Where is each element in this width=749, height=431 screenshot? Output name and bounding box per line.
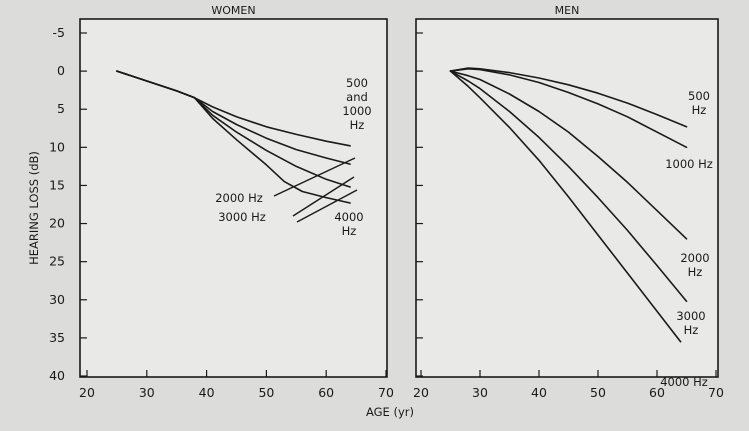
series-label: 3000 Hz	[218, 210, 266, 224]
series-label: 2000 Hz	[215, 191, 263, 205]
y-tick-label: 20	[49, 216, 65, 231]
y-tick-label: 0	[57, 63, 65, 78]
series-label-line: Hz	[692, 103, 707, 117]
x-tick-label: 70	[378, 385, 394, 400]
series-label: 1000 Hz	[665, 157, 713, 171]
series-label-line: 3000 Hz	[218, 210, 266, 224]
y-tick-label: 40	[49, 368, 65, 383]
series-label: 3000 Hz	[676, 309, 705, 337]
series-line-2	[449, 70, 688, 240]
y-tick-label: 35	[49, 330, 65, 345]
x-tick-label: 40	[199, 385, 215, 400]
x-tick-label: 20	[79, 385, 95, 400]
x-tick-label: 50	[258, 385, 274, 400]
series-label-line: Hz	[688, 265, 703, 279]
x-tick-label: 30	[472, 385, 488, 400]
series-label-line: Hz	[350, 118, 365, 132]
series-label-line: 500	[346, 76, 368, 90]
series-line-3	[449, 70, 688, 303]
x-tick-label: 60	[318, 385, 334, 400]
y-tick-label: 30	[49, 292, 65, 307]
series-label-line: 1000	[342, 104, 371, 118]
series-label: 2000 Hz	[680, 251, 709, 279]
series-line-4	[449, 70, 682, 343]
panel-title-1: MEN	[555, 4, 580, 17]
panel-frame-1	[415, 18, 719, 378]
series-label-line: 4000	[334, 210, 363, 224]
series-label-line: 2000	[680, 251, 709, 265]
series-label-line: 4000 Hz	[660, 375, 708, 389]
y-axis-label: HEARING LOSS (dB)	[27, 151, 41, 265]
x-tick-label: 20	[413, 385, 429, 400]
series-label-line: and	[346, 90, 368, 104]
series-label-line: 2000 Hz	[215, 191, 263, 205]
panel-title-0: WOMEN	[211, 4, 255, 17]
series-label-line: 500	[688, 89, 710, 103]
y-tick-label: 15	[49, 177, 65, 192]
series-label: 4000 Hz	[660, 375, 708, 389]
series-label: 4000 Hz	[334, 210, 363, 238]
y-tick-label: 25	[49, 254, 65, 269]
y-tick-label: 5	[57, 101, 65, 116]
series-label-line: Hz	[342, 224, 357, 238]
y-tick-label: 10	[49, 139, 65, 154]
x-axis-label: AGE (yr)	[366, 405, 414, 419]
x-tick-label: 70	[708, 385, 724, 400]
series-label-line: 3000	[676, 309, 705, 323]
series-leader	[273, 157, 356, 197]
series-label-line: 1000 Hz	[665, 157, 713, 171]
series-label-line: Hz	[684, 323, 699, 337]
series-label: 500 and 1000 Hz	[342, 76, 371, 132]
panel-frame-0	[79, 18, 388, 378]
series-line-1	[449, 68, 688, 149]
series-leader	[296, 189, 358, 223]
x-tick-label: 50	[590, 385, 606, 400]
y-tick-label: -5	[53, 25, 65, 40]
x-tick-label: 40	[531, 385, 547, 400]
series-label: 500 Hz	[688, 89, 710, 117]
x-tick-label: 30	[139, 385, 155, 400]
series-line-3	[116, 70, 351, 204]
x-tick-label: 60	[649, 385, 665, 400]
